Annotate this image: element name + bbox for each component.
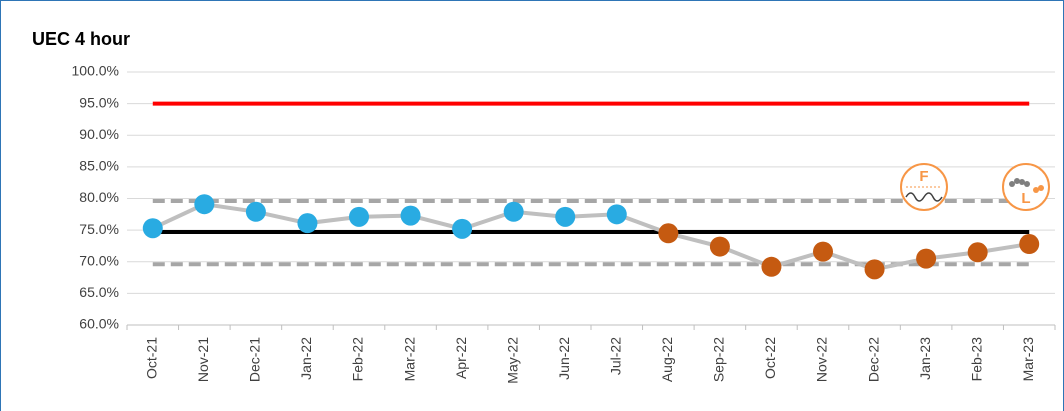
data-point [606, 204, 627, 225]
x-tick-label: Sep-22 [711, 337, 727, 382]
y-tick-label: 65.0% [79, 284, 119, 300]
data-point [194, 194, 215, 215]
data-point [1019, 234, 1040, 255]
data-point [400, 205, 421, 226]
data-point [245, 201, 266, 222]
x-tick-label: Oct-22 [762, 337, 778, 379]
x-tick-label: Feb-22 [350, 337, 366, 382]
data-point [967, 242, 988, 263]
data-point [452, 218, 473, 239]
data-point [658, 223, 679, 244]
icon-text: F [919, 168, 928, 185]
x-tick-label: Mar-23 [1020, 337, 1036, 382]
icon-dot [1038, 185, 1044, 191]
x-tick-label: Mar-22 [401, 337, 417, 382]
icon-dot [1014, 178, 1020, 184]
icon-circle [1002, 163, 1050, 211]
icon: F [900, 163, 948, 211]
x-tick-label: Feb-23 [968, 337, 984, 382]
data-point [709, 236, 730, 257]
y-tick-label: 100.0% [72, 63, 119, 79]
x-tick-label: Apr-22 [453, 337, 469, 379]
data-point [349, 206, 369, 227]
x-tick-label: Oct-21 [143, 337, 159, 379]
icon-dot [1024, 181, 1030, 187]
data-point [297, 213, 318, 234]
icon-wave [905, 192, 943, 202]
data-point [142, 218, 163, 239]
y-tick-label: 95.0% [79, 94, 119, 110]
y-tick-label: 75.0% [79, 221, 119, 237]
data-point [813, 241, 833, 262]
y-tick-label: 70.0% [79, 252, 119, 268]
x-tick-label: May-22 [504, 337, 520, 384]
x-tick-label: Jun-22 [556, 337, 572, 380]
x-tick-label: Dec-22 [865, 337, 881, 382]
data-point [864, 259, 885, 280]
data-point [555, 206, 576, 227]
data-point [761, 256, 782, 277]
icon-dot [1019, 179, 1025, 185]
x-tick-label: Jan-22 [298, 337, 314, 380]
x-tick-label: Aug-22 [659, 337, 675, 382]
icon-text: L [1021, 190, 1030, 207]
x-tick-label: Jul-22 [607, 337, 623, 375]
icon-dot [1009, 181, 1015, 187]
x-tick-label: Nov-22 [814, 337, 830, 382]
y-tick-label: 60.0% [79, 316, 119, 332]
y-tick-label: 80.0% [79, 189, 119, 205]
x-tick-label: Dec-21 [247, 337, 263, 382]
y-tick-label: 90.0% [79, 126, 119, 142]
x-tick-label: Nov-21 [195, 337, 211, 382]
chart-title: UEC 4 hour [32, 29, 130, 49]
data-point [916, 248, 937, 269]
y-tick-label: 85.0% [79, 158, 119, 174]
x-tick-label: Jan-23 [917, 337, 933, 380]
icon: L [1002, 163, 1050, 211]
icon-dot [1033, 187, 1039, 193]
data-point [503, 201, 524, 222]
